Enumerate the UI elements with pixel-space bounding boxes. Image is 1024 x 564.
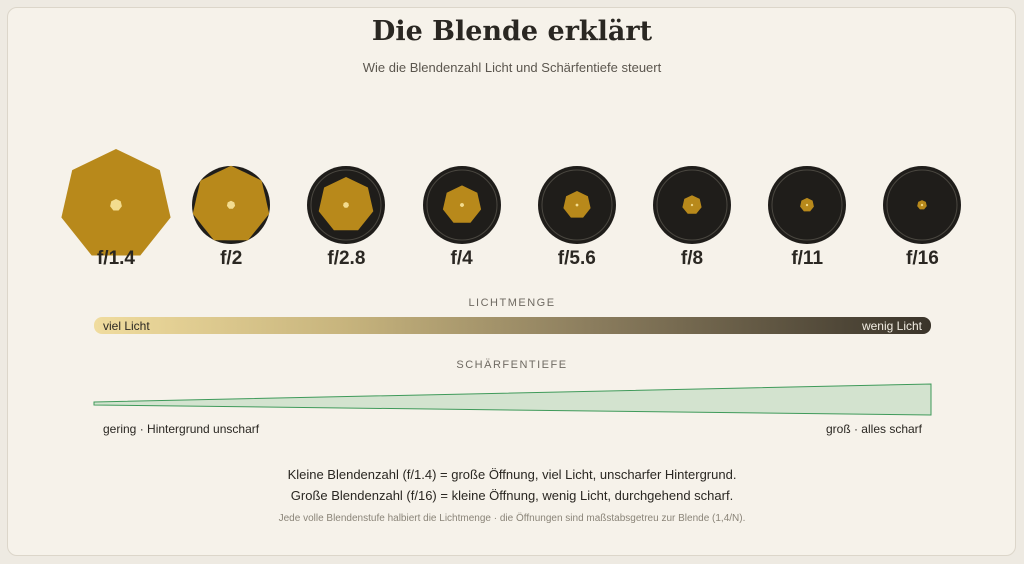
aperture-center-dot <box>690 203 694 207</box>
aperture-center-dot <box>805 203 809 207</box>
page-subtitle: Wie die Blendenzahl Licht und Schärfenti… <box>362 60 662 75</box>
lens-ring <box>541 169 613 241</box>
aperture-f11: f/11 <box>752 145 862 280</box>
note-line-1: Kleine Blendenzahl (f/1.4) = große Öffnu… <box>287 467 737 482</box>
aperture-diagram <box>537 166 616 244</box>
depth-wedge <box>93 383 932 416</box>
depth-wedge-shape <box>93 383 932 416</box>
aperture-diagram <box>422 166 501 244</box>
depth-right-label: groß · alles scharf <box>825 422 922 436</box>
lens-ring <box>771 169 843 241</box>
aperture-diagram <box>61 149 171 256</box>
depth-heading: SCHÄRFENTIEFE <box>456 359 568 371</box>
depth-left-label: gering · Hintergrund unscharf <box>103 422 260 436</box>
aperture-label: f/8 <box>680 248 704 269</box>
light-gradient-bar: viel Licht wenig Licht <box>94 317 931 334</box>
aperture-label: f/5.6 <box>557 248 596 269</box>
light-heading: LICHTMENGE <box>468 297 556 309</box>
aperture-center-dot <box>343 202 350 208</box>
aperture-f1-4: f/1.4 <box>61 145 171 280</box>
footnote: Jede volle Blendenstufe halbiert die Lic… <box>278 513 746 524</box>
aperture-diagram <box>653 166 731 244</box>
aperture-f16: f/16 <box>867 145 977 280</box>
aperture-label: f/1.4 <box>96 248 136 269</box>
light-left-label: viel Licht <box>103 319 150 333</box>
aperture-label: f/2 <box>220 248 243 269</box>
aperture-center-dot <box>227 200 236 209</box>
aperture-label: f/2.8 <box>327 248 366 269</box>
lens-ring <box>886 169 958 241</box>
aperture-center-dot <box>459 202 464 207</box>
aperture-f8: f/8 <box>637 145 747 280</box>
aperture-label: f/4 <box>450 248 473 269</box>
aperture-diagram <box>883 166 962 244</box>
aperture-label: f/16 <box>906 248 939 269</box>
aperture-diagram <box>768 166 847 244</box>
light-right-label: wenig Licht <box>861 319 922 333</box>
aperture-diagram <box>307 166 386 244</box>
aperture-center-dot <box>110 199 122 211</box>
lens-ring <box>426 169 498 241</box>
aperture-center-dot <box>921 203 924 207</box>
lens-ring <box>656 169 728 241</box>
aperture-f2-8: f/2.8 <box>291 145 401 280</box>
page-title: Die Blende erklärt <box>371 16 653 47</box>
aperture-diagram <box>192 165 271 244</box>
lens-ring <box>310 169 382 241</box>
aperture-center-dot <box>575 203 579 207</box>
aperture-row: f/1.4 f/2 f/2.8 f/4 f/5.6 f/8 f/11 f/16 <box>61 145 977 280</box>
note-line-2: Große Blendenzahl (f/16) = kleine Öffnun… <box>290 488 734 503</box>
aperture-f2: f/2 <box>176 145 286 280</box>
aperture-label: f/11 <box>791 248 824 269</box>
card-panel <box>7 7 1016 556</box>
aperture-f4: f/4 <box>407 145 517 280</box>
aperture-f5-6: f/5.6 <box>522 145 632 280</box>
